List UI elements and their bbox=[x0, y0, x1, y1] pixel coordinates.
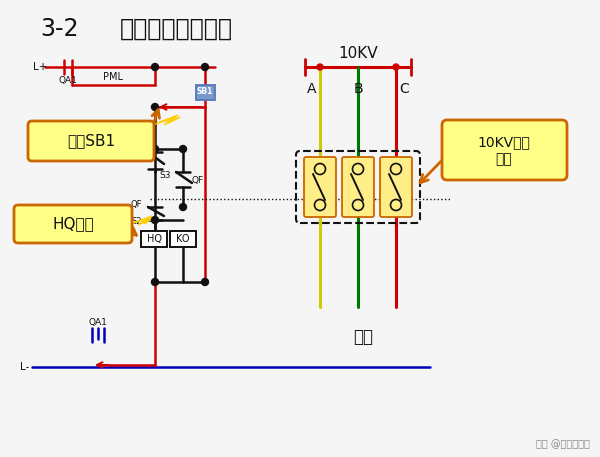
Text: B: B bbox=[353, 82, 363, 96]
Text: L+: L+ bbox=[33, 62, 47, 72]
Circle shape bbox=[151, 278, 158, 286]
Circle shape bbox=[151, 64, 158, 70]
Text: 防止开关跳跃原理: 防止开关跳跃原理 bbox=[120, 17, 233, 41]
Text: KO: KO bbox=[130, 150, 142, 159]
Text: 3-2: 3-2 bbox=[40, 17, 79, 41]
FancyBboxPatch shape bbox=[170, 231, 196, 247]
FancyBboxPatch shape bbox=[28, 121, 154, 161]
Text: 按下SB1: 按下SB1 bbox=[67, 133, 115, 149]
Text: S2: S2 bbox=[131, 218, 142, 227]
Text: 负载: 负载 bbox=[353, 328, 373, 346]
Circle shape bbox=[202, 64, 209, 70]
Text: KO: KO bbox=[176, 234, 190, 244]
Circle shape bbox=[393, 64, 399, 70]
Text: QA1: QA1 bbox=[59, 76, 77, 85]
Text: S3: S3 bbox=[160, 170, 171, 180]
Circle shape bbox=[179, 145, 187, 153]
Circle shape bbox=[317, 64, 323, 70]
FancyBboxPatch shape bbox=[141, 231, 167, 247]
Circle shape bbox=[179, 203, 187, 211]
Text: QA1: QA1 bbox=[89, 318, 107, 326]
Text: L-: L- bbox=[20, 362, 29, 372]
Text: A: A bbox=[307, 82, 317, 96]
Polygon shape bbox=[152, 115, 180, 125]
Text: 开关: 开关 bbox=[496, 152, 512, 166]
Text: SB1: SB1 bbox=[197, 87, 213, 96]
FancyBboxPatch shape bbox=[380, 157, 412, 217]
FancyBboxPatch shape bbox=[14, 205, 132, 243]
FancyBboxPatch shape bbox=[196, 85, 215, 100]
Circle shape bbox=[151, 217, 158, 223]
Text: QF: QF bbox=[131, 201, 142, 209]
Circle shape bbox=[151, 103, 158, 111]
Text: QF: QF bbox=[191, 175, 203, 185]
Circle shape bbox=[202, 278, 209, 286]
Text: C: C bbox=[399, 82, 409, 96]
Text: PML: PML bbox=[103, 72, 123, 82]
FancyBboxPatch shape bbox=[342, 157, 374, 217]
Polygon shape bbox=[130, 216, 154, 225]
Text: 10KV真空: 10KV真空 bbox=[478, 135, 530, 149]
Text: 10KV: 10KV bbox=[338, 47, 378, 62]
FancyBboxPatch shape bbox=[304, 157, 336, 217]
Text: HQ得电: HQ得电 bbox=[52, 217, 94, 232]
Text: 头条 @兴福园电力: 头条 @兴福园电力 bbox=[536, 439, 590, 449]
FancyBboxPatch shape bbox=[442, 120, 567, 180]
Text: HQ: HQ bbox=[148, 234, 163, 244]
Circle shape bbox=[151, 145, 158, 153]
